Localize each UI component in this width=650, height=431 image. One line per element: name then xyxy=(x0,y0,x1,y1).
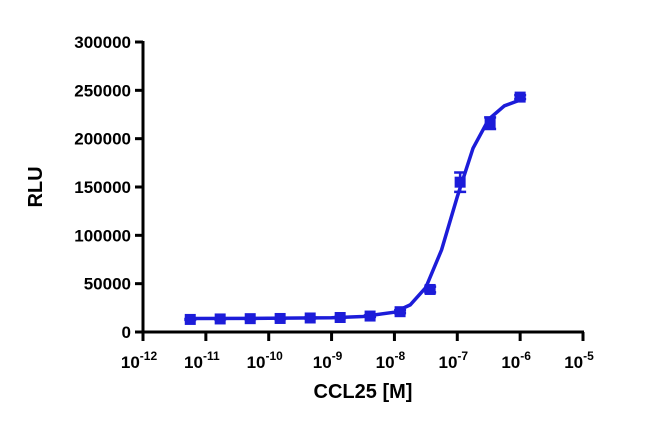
x-tick-base: 10 xyxy=(501,353,520,372)
x-tick-label: 10-7 xyxy=(438,349,468,372)
x-tick-base: 10 xyxy=(564,353,583,372)
x-tick-base: 10 xyxy=(438,353,457,372)
data-point xyxy=(454,176,466,188)
y-tick-label: 50000 xyxy=(84,275,131,294)
data-point xyxy=(334,312,346,323)
x-tick-exponent: -11 xyxy=(203,349,220,363)
x-tick-label: 10-5 xyxy=(564,349,594,372)
x-tick-label: 10-9 xyxy=(313,349,343,372)
x-tick-base: 10 xyxy=(121,353,140,372)
x-axis-title: CCL25 [M] xyxy=(314,381,413,403)
data-point xyxy=(484,117,496,129)
data-point xyxy=(304,312,316,324)
data-point xyxy=(214,313,226,325)
fit-curve xyxy=(190,98,521,321)
y-tick-label: 300000 xyxy=(74,33,131,52)
x-tick-base: 10 xyxy=(376,353,395,372)
y-tick-label: 100000 xyxy=(74,226,131,245)
x-tick-exponent: -10 xyxy=(266,349,284,363)
data-point xyxy=(244,313,256,325)
data-point xyxy=(364,310,376,322)
data-point xyxy=(394,306,406,318)
x-tick-exponent: -9 xyxy=(332,349,343,363)
y-tick-label: 150000 xyxy=(74,178,131,197)
y-tick-label: 250000 xyxy=(74,81,131,100)
x-tick-label: 10-12 xyxy=(121,349,158,372)
data-point xyxy=(424,283,436,295)
x-tick-exponent: -6 xyxy=(520,349,531,363)
data-point xyxy=(184,313,196,325)
x-tick-label: 10-8 xyxy=(376,349,406,372)
x-tick-exponent: -5 xyxy=(583,349,594,363)
x-tick-base: 10 xyxy=(313,353,332,372)
x-tick-exponent: -8 xyxy=(395,349,406,363)
y-tick-label: 0 xyxy=(122,323,131,342)
data-point xyxy=(514,91,526,103)
y-axis-title: RLU xyxy=(25,166,47,207)
x-tick-exponent: -12 xyxy=(140,349,158,363)
x-tick-label: 10-10 xyxy=(247,349,284,372)
x-tick-exponent: -7 xyxy=(457,349,468,363)
x-tick-base: 10 xyxy=(184,353,203,372)
x-tick-label: 10-6 xyxy=(501,349,531,372)
x-tick-label: 10-11 xyxy=(184,349,220,372)
x-tick-base: 10 xyxy=(247,353,266,372)
data-point xyxy=(274,312,286,324)
y-tick-label: 200000 xyxy=(74,130,131,149)
